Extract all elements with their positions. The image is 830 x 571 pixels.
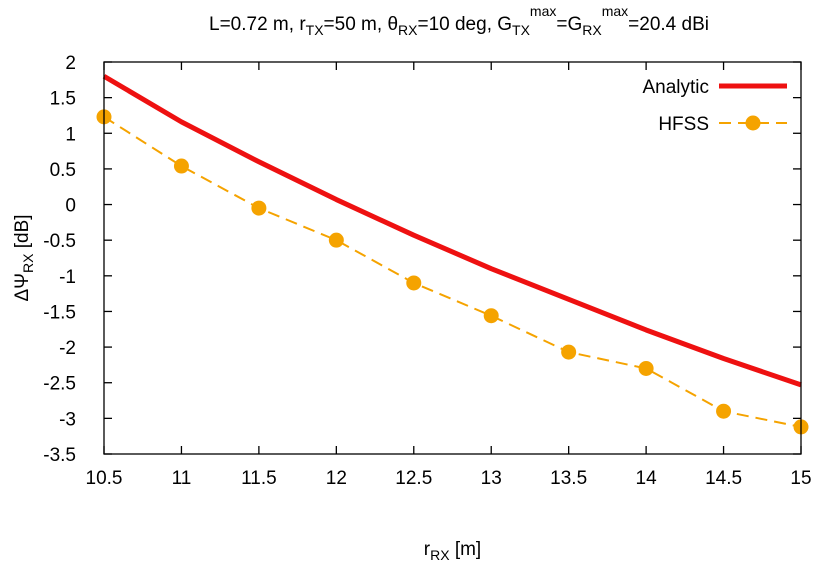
x-tick-label: 13 [481, 468, 502, 489]
x-tick-label: 11 [172, 468, 192, 489]
series-line [103, 116, 802, 428]
legend-label: Analytic [642, 77, 709, 98]
y-tick-label: -1 [59, 267, 76, 288]
x-tick-label: 15 [790, 468, 811, 489]
series-layer [96, 74, 809, 435]
x-tick-label: 13.5 [550, 468, 587, 489]
data-point [483, 308, 499, 324]
y-tick-label: 0.5 [50, 160, 76, 181]
series-line [102, 74, 802, 388]
legend-item: HFSS [658, 114, 787, 135]
data-point [328, 232, 344, 248]
y-tick-label: 1.5 [50, 89, 76, 110]
data-point [638, 360, 654, 376]
y-tick-label: -1.5 [43, 302, 76, 323]
y-tick-label: -2 [59, 338, 76, 359]
data-point [716, 403, 732, 419]
chart-title: L=0.72 m, rTX=50 m, θRX=10 deg, GTXmax=G… [209, 3, 709, 38]
legend-item: Analytic [642, 77, 787, 98]
x-tick-label: 14.5 [705, 468, 742, 489]
x-tick-label: 12 [326, 468, 347, 489]
y-tick-label: 2 [65, 53, 76, 74]
x-tick-label: 14 [636, 468, 658, 489]
data-point [173, 158, 189, 174]
legend-label: HFSS [658, 114, 709, 135]
y-axis-title: ΔΨRX [dB] [12, 214, 36, 301]
series-analytic [102, 74, 802, 388]
axis-ticks: 10.5 11 11.5 12 12.5 13 13.5 14 14.5 1521.510.50-… [43, 53, 811, 489]
data-point [251, 200, 267, 216]
legend: Analytic HFSS [642, 77, 787, 135]
x-tick-label: 12.5 [395, 468, 432, 489]
data-point [406, 275, 422, 291]
legend-marker [745, 115, 761, 131]
data-point [561, 344, 577, 360]
x-tick-label: 11.5 [241, 468, 277, 489]
y-tick-label: -3.5 [43, 445, 76, 466]
y-tick-label: 0 [65, 196, 76, 217]
plot-frame [103, 61, 802, 455]
y-tick-label: -0.5 [43, 231, 76, 252]
series-hfss [96, 109, 809, 435]
y-tick-label: -3 [59, 409, 76, 430]
y-tick-label: 1 [65, 124, 76, 145]
y-tick-label: -2.5 [43, 374, 76, 395]
x-axis-title: rRX [m] [424, 539, 481, 563]
x-tick-label: 10.5 [86, 468, 123, 489]
